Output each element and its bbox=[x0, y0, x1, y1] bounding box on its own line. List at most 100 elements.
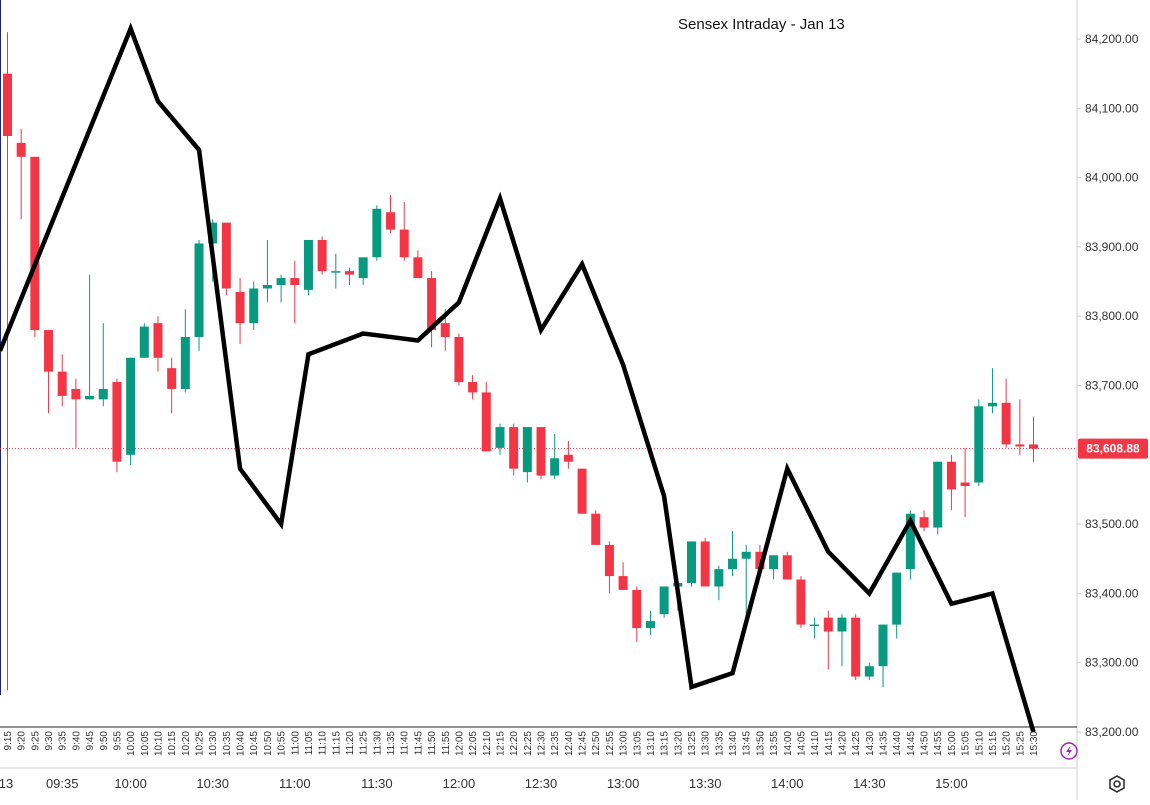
time-small-tick-label: 14:25 bbox=[851, 731, 862, 756]
time-small-tick-label: 9:50 bbox=[99, 731, 110, 751]
candle[interactable] bbox=[1029, 416, 1038, 462]
time-small-tick-label: 10:40 bbox=[236, 731, 247, 756]
candle[interactable] bbox=[810, 617, 820, 639]
candle-body bbox=[864, 666, 874, 677]
candle[interactable] bbox=[221, 222, 231, 296]
candle[interactable] bbox=[249, 281, 259, 331]
candle[interactable] bbox=[577, 468, 587, 514]
candle[interactable] bbox=[153, 316, 163, 372]
candle-body bbox=[85, 395, 95, 400]
candle[interactable] bbox=[468, 375, 478, 400]
candle[interactable] bbox=[427, 271, 437, 348]
candle[interactable] bbox=[167, 357, 177, 414]
candle[interactable] bbox=[796, 576, 806, 629]
time-small-tick-label: 9:20 bbox=[17, 731, 28, 751]
candle[interactable] bbox=[618, 562, 628, 590]
settings-gear-icon[interactable] bbox=[1107, 774, 1127, 794]
candle[interactable] bbox=[837, 614, 847, 667]
candle-body bbox=[987, 402, 997, 407]
candle[interactable] bbox=[372, 205, 382, 261]
candle[interactable] bbox=[987, 368, 997, 414]
candle[interactable] bbox=[85, 274, 95, 400]
candle[interactable] bbox=[454, 333, 464, 386]
candle[interactable] bbox=[864, 662, 874, 681]
candle-body bbox=[386, 212, 396, 230]
candle[interactable] bbox=[386, 194, 396, 234]
candle[interactable] bbox=[16, 129, 26, 220]
candle-body bbox=[262, 285, 272, 289]
candle[interactable] bbox=[399, 201, 409, 261]
candle-body bbox=[714, 569, 724, 587]
candle[interactable] bbox=[946, 454, 956, 511]
candle[interactable] bbox=[700, 537, 710, 587]
candle-body bbox=[30, 156, 40, 331]
candle-body bbox=[577, 468, 587, 514]
candle[interactable] bbox=[919, 510, 929, 532]
candle[interactable] bbox=[44, 330, 54, 414]
time-small-tick-label: 15:25 bbox=[1015, 731, 1026, 756]
candle[interactable] bbox=[30, 156, 40, 337]
candle[interactable] bbox=[591, 510, 601, 545]
candle-body bbox=[495, 427, 505, 448]
candle[interactable] bbox=[769, 555, 779, 580]
candle[interactable] bbox=[71, 378, 81, 448]
candle[interactable] bbox=[317, 236, 327, 275]
candle[interactable] bbox=[892, 572, 902, 639]
time-small-tick-label: 10:00 bbox=[126, 731, 137, 756]
candle-body bbox=[782, 555, 792, 580]
candle[interactable] bbox=[1001, 378, 1011, 448]
candle-body bbox=[331, 271, 341, 273]
candle[interactable] bbox=[139, 323, 149, 358]
candle[interactable] bbox=[536, 427, 546, 480]
time-small-tick-label: 10:45 bbox=[249, 731, 260, 756]
candle[interactable] bbox=[645, 610, 655, 635]
candle[interactable] bbox=[290, 260, 300, 324]
candle[interactable] bbox=[933, 461, 943, 535]
candle[interactable] bbox=[345, 267, 354, 286]
candle[interactable] bbox=[741, 544, 751, 622]
candle[interactable] bbox=[632, 586, 642, 642]
time-major-tick-label: 13 bbox=[0, 776, 13, 791]
candle[interactable] bbox=[331, 253, 341, 289]
candle[interactable] bbox=[235, 278, 245, 344]
candle[interactable] bbox=[112, 378, 122, 473]
candle[interactable] bbox=[57, 354, 67, 407]
candle-body bbox=[618, 576, 628, 590]
candle[interactable] bbox=[276, 274, 286, 303]
time-small-tick-label: 14:55 bbox=[933, 731, 944, 756]
candle[interactable] bbox=[974, 399, 984, 486]
candle[interactable] bbox=[358, 257, 368, 286]
time-small-tick-label: 12:05 bbox=[468, 731, 479, 756]
candle[interactable] bbox=[522, 427, 532, 483]
candle[interactable] bbox=[509, 423, 519, 476]
candle[interactable] bbox=[714, 565, 724, 601]
candle[interactable] bbox=[481, 382, 491, 452]
lightning-icon[interactable] bbox=[1060, 742, 1078, 760]
candle[interactable] bbox=[604, 541, 614, 594]
candle[interactable] bbox=[563, 440, 573, 469]
candle[interactable] bbox=[851, 614, 861, 681]
candle[interactable] bbox=[303, 239, 313, 296]
candle[interactable] bbox=[413, 250, 423, 279]
candle-body bbox=[659, 586, 669, 615]
candle[interactable] bbox=[194, 239, 204, 351]
candle[interactable] bbox=[495, 423, 505, 455]
candle[interactable] bbox=[659, 586, 669, 618]
candle[interactable] bbox=[3, 32, 12, 691]
candle[interactable] bbox=[1015, 399, 1025, 455]
candle[interactable] bbox=[687, 541, 696, 587]
candle[interactable] bbox=[180, 309, 190, 393]
candle-body bbox=[208, 222, 218, 244]
candle[interactable] bbox=[98, 323, 108, 407]
candle[interactable] bbox=[728, 531, 738, 577]
candle[interactable] bbox=[782, 551, 792, 580]
candle-body bbox=[249, 288, 259, 324]
candle[interactable] bbox=[126, 357, 136, 466]
candle[interactable] bbox=[878, 624, 888, 687]
candle[interactable] bbox=[550, 434, 560, 480]
candle[interactable] bbox=[960, 447, 970, 518]
candle-body bbox=[687, 541, 696, 584]
candle[interactable] bbox=[823, 610, 833, 670]
candle[interactable] bbox=[262, 239, 272, 303]
